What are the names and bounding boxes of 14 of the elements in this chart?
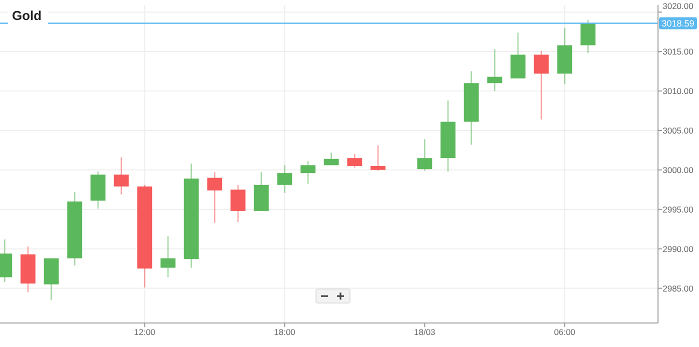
y-tick-label: 2990.00 — [662, 244, 694, 254]
y-tick-label: 2985.00 — [662, 283, 694, 294]
y-tick-label: 3020.00 — [662, 1, 694, 12]
y-tick-label: 2995.00 — [662, 204, 694, 214]
chart-title: Gold — [12, 8, 42, 23]
x-tick-label: 06:00 — [554, 327, 576, 337]
y-tick-label: 3015.00 — [662, 46, 694, 57]
x-tick-label: 18:00 — [274, 327, 296, 337]
x-tick-label: 18/03 — [414, 327, 436, 337]
y-tick-label: 3005.00 — [662, 125, 694, 136]
ref-line-label: 3018.59 — [662, 18, 694, 29]
x-tick-label: 12:00 — [134, 327, 156, 337]
y-tick-label: 3010.00 — [662, 86, 694, 96]
y-tick-label: 3000.00 — [662, 164, 694, 175]
